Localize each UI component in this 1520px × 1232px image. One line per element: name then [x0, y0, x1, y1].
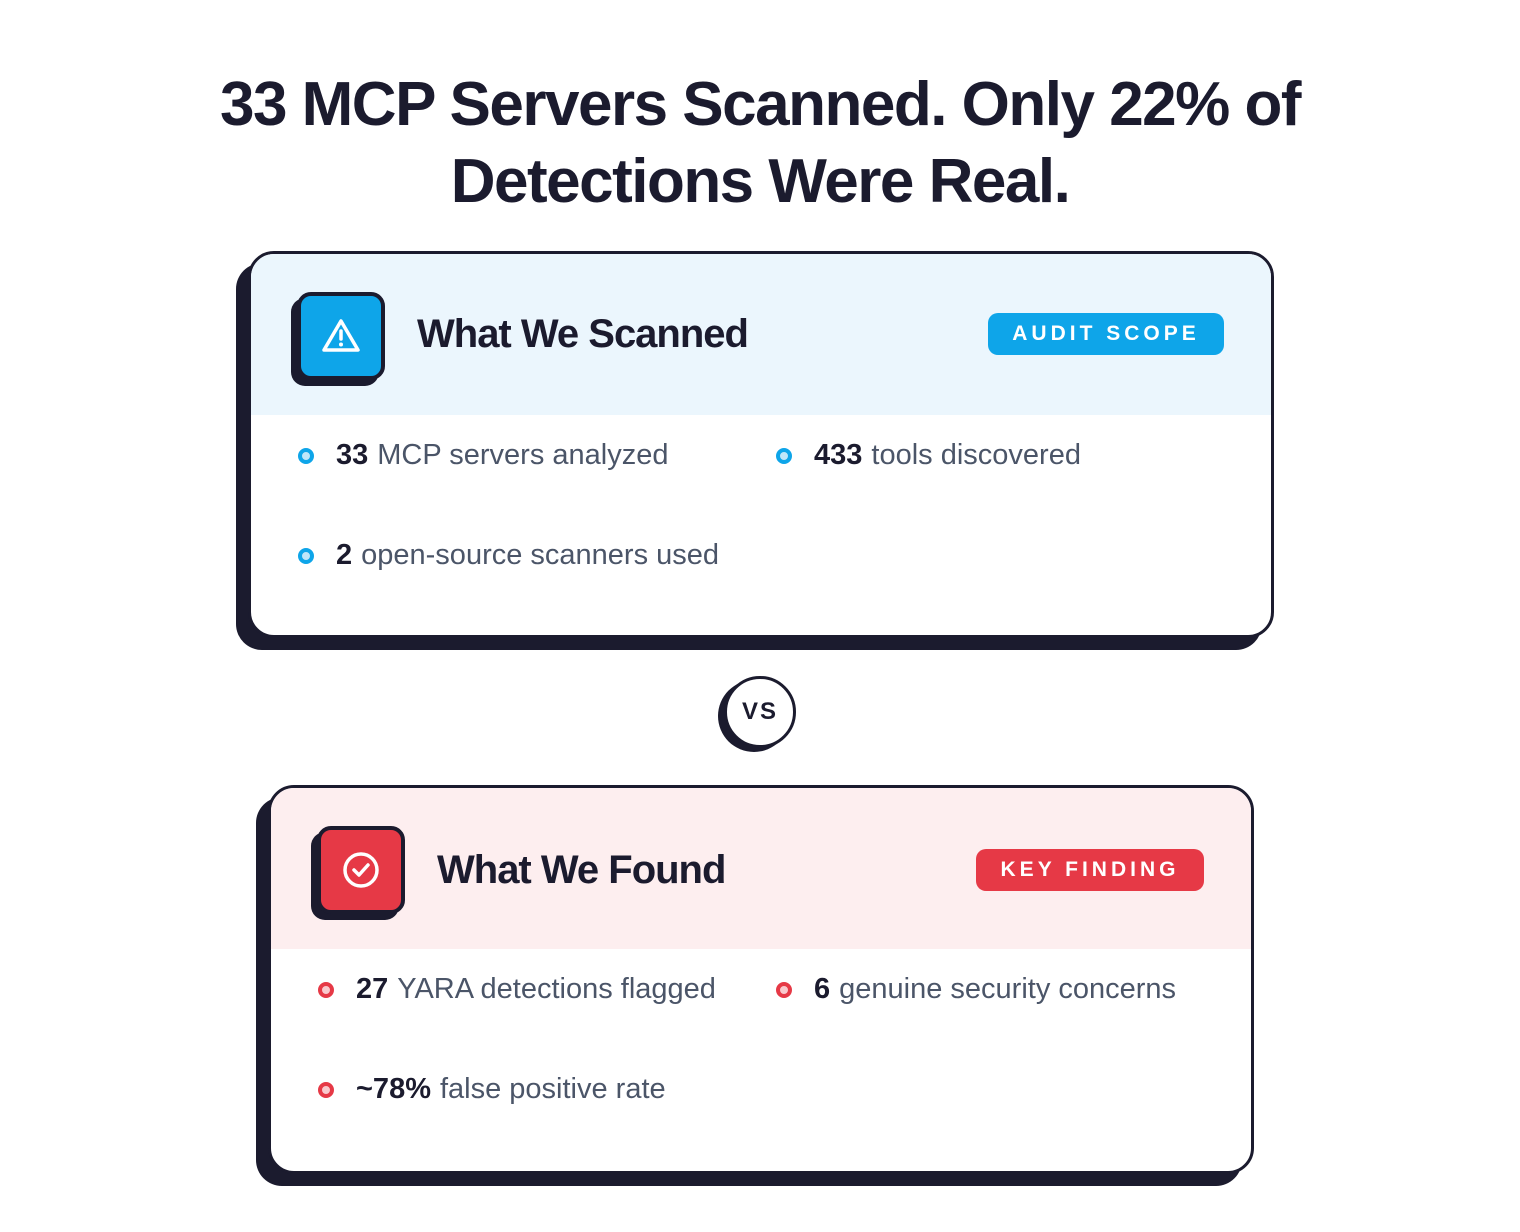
bullet-icon [776, 447, 792, 464]
key-finding-badge: KEY FINDING [976, 849, 1204, 891]
list-item: ~78% false positive rate [318, 1073, 666, 1106]
title-line-2: Detections Were Real. [450, 147, 1071, 216]
vs-badge: VS [724, 676, 796, 748]
scanned-card-header: What We Scanned AUDIT SCOPE [251, 254, 1271, 415]
list-item: 2 open-source scanners used [298, 539, 719, 572]
item-value: 33 [336, 439, 369, 471]
found-icon-badge [311, 826, 405, 920]
audit-scope-badge: AUDIT SCOPE [988, 313, 1224, 355]
item-value: ~78% [356, 1073, 431, 1105]
item-text: tools discovered [871, 439, 1081, 471]
found-card-title: What We Found [437, 848, 726, 892]
list-item: 33 MCP servers analyzed [298, 439, 668, 472]
page-title: 33 MCP Servers Scanned. Only 22% of Detec… [0, 66, 1520, 220]
item-value: 27 [356, 973, 389, 1005]
bullet-icon [318, 981, 334, 998]
list-item: 27 YARA detections flagged [318, 973, 716, 1006]
item-value: 2 [336, 539, 353, 571]
item-text: YARA detections flagged [397, 973, 716, 1005]
item-value: 6 [814, 973, 831, 1005]
list-item: 6 genuine security concerns [776, 973, 1176, 1006]
scanned-card: What We Scanned AUDIT SCOPE 33 MCP server… [248, 251, 1274, 638]
item-text: MCP servers analyzed [377, 439, 669, 471]
item-text: genuine security concerns [839, 973, 1177, 1005]
bullet-icon [318, 1081, 334, 1098]
found-card: What We Found KEY FINDING 27 YARA detecti… [268, 785, 1254, 1174]
title-line-1: 33 MCP Servers Scanned. Only 22% of [219, 70, 1302, 139]
bullet-icon [776, 981, 792, 998]
found-card-header: What We Found KEY FINDING [271, 788, 1251, 949]
list-item: 433 tools discovered [776, 439, 1081, 472]
bullet-icon [298, 547, 314, 564]
check-circle-icon [317, 826, 405, 914]
scanned-icon-badge [291, 292, 385, 386]
scanned-card-title: What We Scanned [417, 312, 749, 356]
item-text: false positive rate [439, 1073, 666, 1105]
item-value: 433 [814, 439, 863, 471]
item-text: open-source scanners used [361, 539, 720, 571]
warning-triangle-icon [297, 292, 385, 380]
bullet-icon [298, 447, 314, 464]
